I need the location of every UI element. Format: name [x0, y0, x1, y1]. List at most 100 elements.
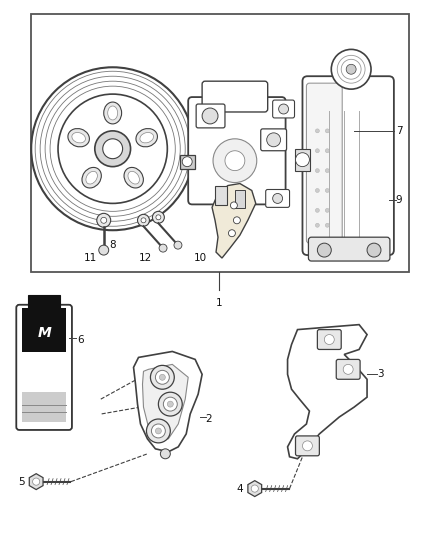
Circle shape — [138, 214, 149, 226]
FancyBboxPatch shape — [308, 237, 390, 261]
Circle shape — [32, 478, 40, 485]
Text: 2: 2 — [205, 414, 212, 424]
Circle shape — [150, 365, 174, 389]
Circle shape — [31, 67, 194, 230]
Bar — [180, 155, 195, 168]
Circle shape — [325, 223, 329, 227]
Circle shape — [103, 139, 123, 159]
Circle shape — [152, 212, 164, 223]
Circle shape — [315, 129, 319, 133]
FancyBboxPatch shape — [296, 436, 319, 456]
Circle shape — [156, 215, 161, 220]
Circle shape — [167, 401, 173, 407]
FancyBboxPatch shape — [273, 100, 294, 118]
FancyBboxPatch shape — [16, 305, 72, 430]
Circle shape — [163, 397, 177, 411]
Circle shape — [315, 168, 319, 173]
FancyBboxPatch shape — [303, 76, 394, 255]
Polygon shape — [288, 325, 367, 459]
Polygon shape — [134, 351, 202, 452]
Circle shape — [141, 218, 146, 223]
Circle shape — [318, 243, 331, 257]
Polygon shape — [29, 474, 43, 490]
Polygon shape — [212, 183, 256, 258]
Bar — [235, 190, 245, 208]
Circle shape — [325, 149, 329, 153]
Circle shape — [58, 94, 167, 204]
Bar — [294, 149, 311, 171]
Ellipse shape — [86, 171, 97, 184]
Circle shape — [251, 485, 258, 492]
Text: 5: 5 — [18, 477, 25, 487]
Circle shape — [95, 131, 131, 167]
Circle shape — [325, 168, 329, 173]
Text: 11: 11 — [84, 253, 97, 263]
Text: M: M — [37, 326, 51, 340]
Circle shape — [296, 153, 309, 167]
Ellipse shape — [82, 167, 101, 188]
Circle shape — [97, 213, 111, 227]
Circle shape — [303, 441, 312, 451]
FancyBboxPatch shape — [202, 81, 268, 112]
FancyBboxPatch shape — [318, 329, 341, 350]
Circle shape — [146, 419, 170, 443]
Polygon shape — [248, 481, 261, 497]
Circle shape — [315, 189, 319, 192]
Circle shape — [233, 217, 240, 224]
Circle shape — [182, 157, 192, 167]
Text: 6: 6 — [78, 335, 84, 344]
Text: 7: 7 — [396, 126, 403, 136]
Ellipse shape — [104, 102, 122, 124]
Circle shape — [315, 208, 319, 212]
Polygon shape — [142, 365, 188, 439]
Circle shape — [325, 129, 329, 133]
Text: 4: 4 — [237, 483, 243, 494]
Circle shape — [155, 428, 161, 434]
Circle shape — [343, 365, 353, 374]
FancyBboxPatch shape — [261, 129, 286, 151]
Circle shape — [160, 449, 170, 459]
Ellipse shape — [136, 128, 157, 147]
Circle shape — [174, 241, 182, 249]
FancyBboxPatch shape — [196, 104, 225, 128]
Ellipse shape — [72, 133, 85, 143]
Ellipse shape — [140, 133, 153, 143]
Circle shape — [229, 230, 235, 237]
Circle shape — [152, 424, 165, 438]
FancyBboxPatch shape — [188, 97, 286, 204]
FancyBboxPatch shape — [307, 83, 342, 243]
Ellipse shape — [68, 128, 89, 147]
Bar — [22, 392, 66, 422]
Text: 8: 8 — [110, 240, 116, 250]
Bar — [22, 352, 66, 360]
Circle shape — [101, 217, 107, 223]
Circle shape — [225, 151, 245, 171]
FancyBboxPatch shape — [266, 190, 290, 207]
Circle shape — [213, 139, 257, 182]
Text: 9: 9 — [396, 196, 403, 205]
Circle shape — [331, 50, 371, 89]
Circle shape — [367, 243, 381, 257]
Circle shape — [159, 392, 182, 416]
Ellipse shape — [108, 106, 118, 120]
Circle shape — [267, 133, 281, 147]
Circle shape — [325, 189, 329, 192]
Circle shape — [159, 374, 165, 380]
Text: 3: 3 — [378, 369, 384, 379]
Bar — [22, 308, 66, 352]
Ellipse shape — [124, 167, 143, 188]
Text: 12: 12 — [139, 253, 152, 263]
Text: 10: 10 — [194, 253, 207, 263]
Circle shape — [202, 108, 218, 124]
Bar — [215, 185, 227, 205]
Circle shape — [99, 245, 109, 255]
Circle shape — [230, 202, 237, 209]
Circle shape — [325, 208, 329, 212]
Circle shape — [159, 244, 167, 252]
Bar — [31, 306, 57, 320]
Circle shape — [346, 64, 356, 74]
Ellipse shape — [128, 171, 139, 184]
Circle shape — [315, 149, 319, 153]
Bar — [28, 295, 60, 308]
Circle shape — [273, 193, 283, 204]
